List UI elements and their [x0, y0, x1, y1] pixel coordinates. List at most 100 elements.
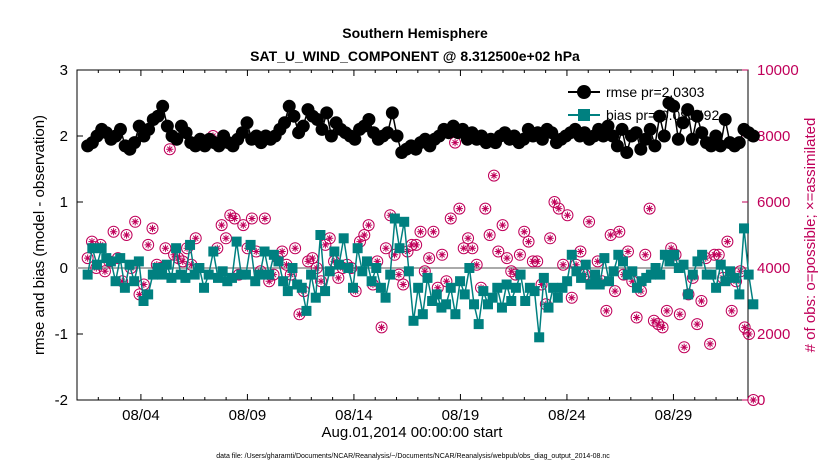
rmse-point: [128, 136, 142, 150]
obs-assimilated-marker: [222, 234, 230, 242]
obs-possible-marker: [410, 238, 423, 251]
bias-point: [650, 263, 661, 273]
rmse-point: [362, 113, 376, 126]
bias-point: [510, 282, 521, 293]
obs-assimilated-marker: [615, 228, 623, 236]
y-tick-label-right: 8000: [757, 128, 790, 145]
obs-assimilated-marker: [602, 307, 610, 315]
obs-point: [483, 229, 496, 241]
obs-point: [725, 304, 738, 317]
bias-point: [482, 299, 493, 310]
obs-assimilated-marker: [715, 251, 723, 259]
rmse-point: [610, 139, 624, 153]
obs-point: [189, 232, 202, 245]
obs-assimilated-marker: [624, 247, 632, 256]
rmse-point: [385, 106, 399, 120]
obs-assimilated-marker: [710, 251, 719, 259]
obs-assimilated-marker: [148, 224, 157, 232]
obs-point: [513, 248, 526, 261]
bias-point: [129, 276, 140, 287]
obs-assimilated-marker: [524, 238, 533, 246]
rmse-point: [648, 139, 662, 153]
obs-assimilated-marker: [140, 280, 148, 289]
obs-assimilated-marker: [166, 145, 174, 153]
obs-assimilated-marker: [187, 261, 195, 269]
bias-point: [82, 269, 93, 280]
obs-point: [552, 202, 565, 215]
obs-assimilated-marker: [723, 238, 731, 246]
obs-possible-marker: [98, 265, 111, 278]
y-tick-label: -2: [55, 392, 68, 409]
bias-point: [669, 249, 680, 260]
y-axis-left: -2 -1 0 1 2 3: [55, 62, 83, 409]
obs-point: [129, 215, 142, 228]
bias-point: [538, 272, 549, 283]
bias-point: [110, 276, 121, 287]
bias-point: [562, 276, 573, 287]
obs-point: [120, 229, 133, 241]
rmse-point: [639, 132, 653, 146]
bias-point: [608, 266, 619, 277]
bias-point: [492, 282, 503, 293]
bias-point: [422, 272, 433, 283]
obs-assimilated-marker: [745, 330, 753, 338]
obs-assimilated-marker: [334, 274, 342, 282]
obs-assimilated-marker: [555, 205, 563, 213]
obs-point: [561, 209, 574, 222]
rmse-point: [596, 129, 610, 143]
bias-point: [315, 230, 326, 240]
obs-possible-marker: [552, 202, 565, 215]
bias-point: [571, 266, 582, 277]
obs-assimilated-marker: [434, 284, 442, 292]
bias-point: [711, 282, 722, 293]
x-tick-label: 08/04: [122, 407, 160, 424]
obs-possible-marker: [483, 229, 496, 241]
obs-possible-marker: [423, 252, 436, 265]
bias-point: [659, 249, 670, 260]
bias-point: [515, 269, 526, 280]
bias-point: [450, 309, 461, 320]
x-axis-label: Aug.01,2014 00:00:00 start: [322, 424, 504, 441]
bias-point: [720, 276, 731, 287]
bias-point: [264, 269, 275, 280]
obs-point: [531, 255, 544, 268]
obs-point: [462, 232, 475, 245]
chart-subtitle: SAT_U_WIND_COMPONENT @ 8.312500e+02 hPa: [250, 48, 580, 64]
obs-possible-marker: [656, 321, 669, 334]
obs-point: [310, 262, 323, 274]
obs-assimilated-marker: [520, 228, 528, 236]
obs-point: [673, 308, 686, 321]
obs-assimilated-marker: [248, 214, 256, 223]
obs-assimilated-marker: [291, 244, 299, 252]
obs-possible-marker: [695, 295, 708, 307]
rmse-point: [170, 132, 184, 146]
obs-point: [660, 304, 673, 317]
bias-point: [469, 299, 480, 310]
obs-assimilated-marker: [464, 234, 472, 242]
bias-point: [585, 279, 596, 290]
obs-assimilated-marker: [313, 264, 321, 272]
bias-point: [189, 269, 200, 280]
obs-point: [691, 318, 704, 331]
rmse-point: [681, 103, 695, 117]
obs-assimilated-marker: [481, 205, 489, 213]
rmse-point: [310, 113, 324, 126]
obs-point: [358, 229, 371, 241]
bias-point: [543, 302, 554, 313]
obs-point: [362, 219, 375, 232]
obs-point: [219, 232, 232, 245]
bias-point: [692, 256, 703, 267]
legend-rmse-label: rmse pr=2.0303: [606, 84, 705, 100]
bias-point: [413, 282, 424, 293]
bias-point: [347, 282, 358, 293]
obs-point: [444, 212, 457, 225]
obs-point: [142, 238, 155, 251]
obs-possible-marker: [332, 271, 345, 284]
bias-point: [627, 266, 638, 277]
obs-possible-marker: [146, 222, 159, 235]
obs-possible-marker: [513, 248, 526, 261]
obs-assimilated-marker: [429, 228, 438, 236]
y-tick-label: -1: [55, 326, 68, 343]
bias-point: [548, 282, 559, 293]
obs-assimilated-marker: [645, 205, 654, 213]
